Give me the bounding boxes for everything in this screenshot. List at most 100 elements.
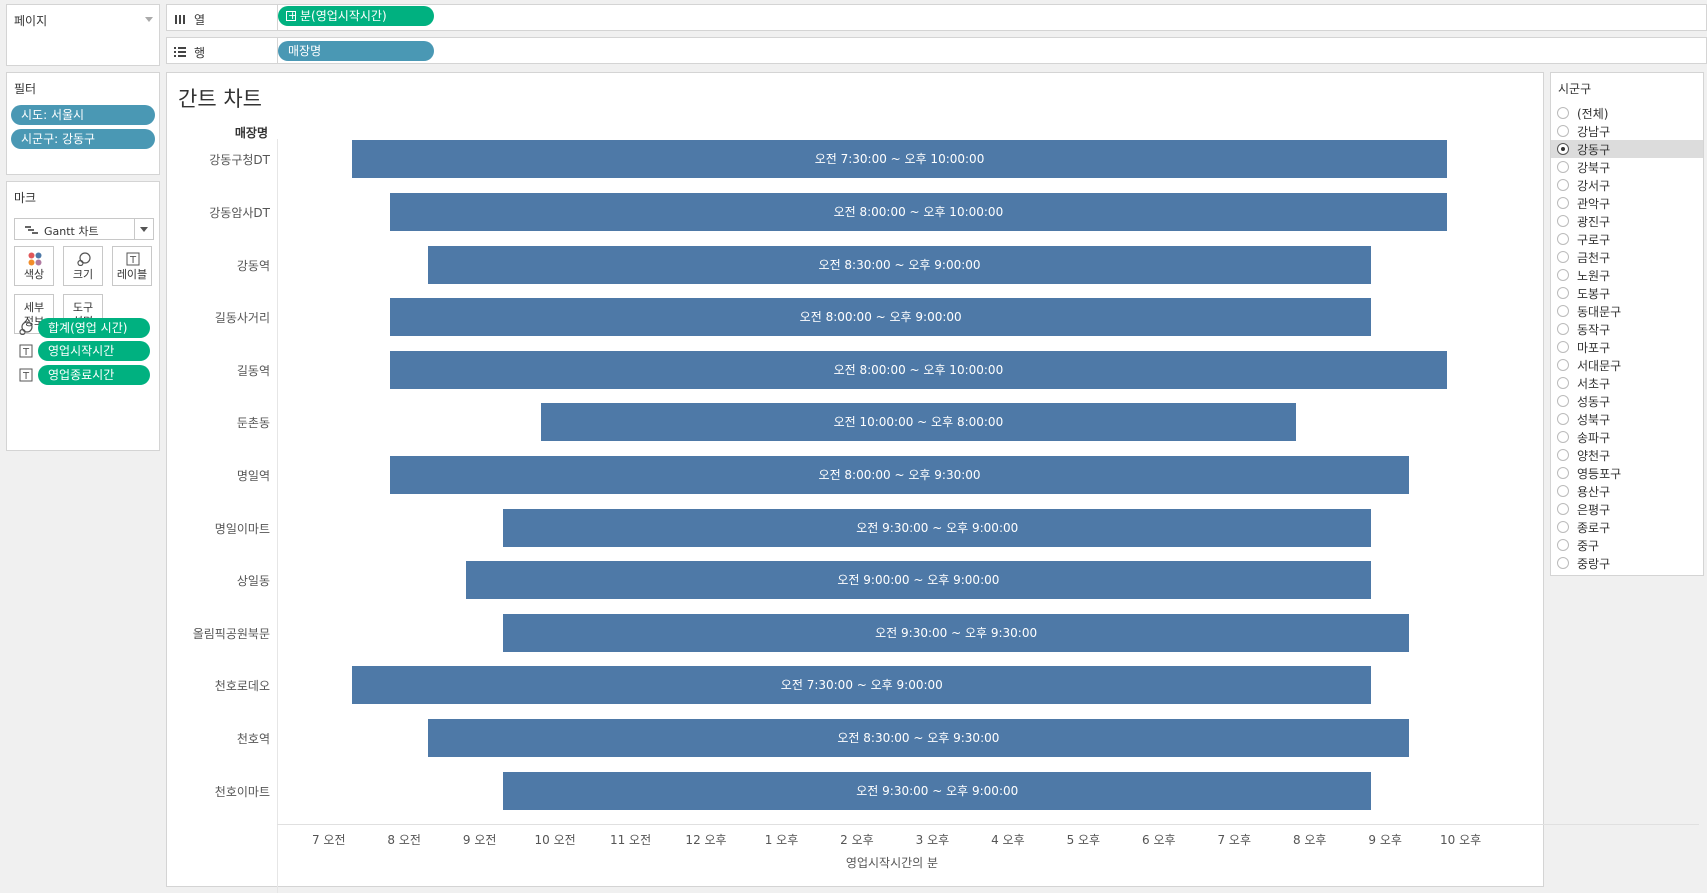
row-label: 천호이마트 — [214, 784, 270, 799]
district-radio-item[interactable]: 은평구 — [1551, 500, 1703, 518]
district-radio-item[interactable]: 동대문구 — [1551, 302, 1703, 320]
district-radio-item[interactable]: 강서구 — [1551, 176, 1703, 194]
radio-button-icon[interactable] — [1557, 215, 1569, 227]
radio-button-icon[interactable] — [1557, 413, 1569, 425]
district-filter[interactable]: 시군구 (전체) 강남구 강동구 강북구 강서구 관악구 광진구 구로구 금천구 노원구 도봉구 동대… — [1550, 72, 1704, 576]
radio-button-icon[interactable] — [1557, 305, 1569, 317]
district-radio-item[interactable]: 광진구 — [1551, 212, 1703, 230]
gantt-bar[interactable]: 오전 9:00:00 ~ 오후 9:00:00 — [465, 561, 1372, 600]
gantt-bar[interactable]: 오전 8:00:00 ~ 오후 9:00:00 — [390, 298, 1372, 337]
rows-pill[interactable]: 매장명 — [278, 41, 434, 61]
radio-button-icon[interactable] — [1557, 287, 1569, 299]
district-radio-item[interactable]: 구로구 — [1551, 230, 1703, 248]
filters-card[interactable]: 필터 시도: 서울시 시군구: 강동구 — [6, 72, 160, 175]
marks-card[interactable]: 마크 Gantt 차트 색상 크기 T 레이블 세부 정보 도구 — [6, 181, 160, 451]
district-radio-item[interactable]: 금천구 — [1551, 248, 1703, 266]
filter-pill-sigungu[interactable]: 시군구: 강동구 — [11, 129, 155, 149]
gantt-bar[interactable]: 오전 8:00:00 ~ 오후 10:00:00 — [390, 350, 1447, 389]
radio-button-icon[interactable] — [1557, 467, 1569, 479]
district-radio-item[interactable]: 관악구 — [1551, 194, 1703, 212]
district-radio-item[interactable]: 양천구 — [1551, 446, 1703, 464]
marks-field-end-time[interactable]: 영업종료시간 — [38, 365, 150, 385]
gantt-bar[interactable]: 오전 7:30:00 ~ 오후 9:00:00 — [352, 666, 1372, 705]
x-axis-title: 영업시작시간의 분 — [845, 856, 939, 870]
marks-field-sum-hours[interactable]: 합계(영업 시간) — [38, 318, 150, 338]
radio-button-icon[interactable] — [1557, 557, 1569, 569]
district-radio-item[interactable]: 종로구 — [1551, 518, 1703, 536]
radio-button-icon[interactable] — [1557, 125, 1569, 137]
district-radio-item[interactable]: 강북구 — [1551, 158, 1703, 176]
radio-button-icon[interactable] — [1557, 485, 1569, 497]
district-radio-item[interactable]: 중구 — [1551, 536, 1703, 554]
size-field-icon — [19, 321, 33, 335]
filters-card-title: 필터 — [14, 82, 37, 96]
radio-button-icon[interactable] — [1557, 251, 1569, 263]
district-radio-label: 마포구 — [1577, 341, 1611, 355]
district-radio-label: 동작구 — [1577, 323, 1611, 337]
district-radio-label: 강북구 — [1577, 161, 1611, 175]
radio-button-icon[interactable] — [1557, 143, 1569, 155]
radio-button-icon[interactable] — [1557, 503, 1569, 515]
district-radio-label: 성북구 — [1577, 413, 1611, 427]
radio-button-icon[interactable] — [1557, 431, 1569, 443]
filter-pill-sido[interactable]: 시도: 서울시 — [11, 105, 155, 125]
radio-button-icon[interactable] — [1557, 521, 1569, 533]
worksheet-view: 간트 차트 매장명 7 오전 8 오전 9 오전 10 오전 11 오전 12 오후 1 오… — [166, 72, 1699, 893]
color-button[interactable]: 색상 — [14, 246, 54, 286]
district-radio-item[interactable]: 서초구 — [1551, 374, 1703, 392]
district-radio-label: 성동구 — [1577, 395, 1611, 409]
district-radio-item[interactable]: 강남구 — [1551, 122, 1703, 140]
district-radio-item[interactable]: 서대문구 — [1551, 356, 1703, 374]
radio-button-icon[interactable] — [1557, 323, 1569, 335]
district-radio-item[interactable]: 영등포구 — [1551, 464, 1703, 482]
radio-button-icon[interactable] — [1557, 269, 1569, 281]
svg-text:T: T — [129, 255, 137, 266]
radio-button-icon[interactable] — [1557, 179, 1569, 191]
radio-button-icon[interactable] — [1557, 341, 1569, 353]
radio-button-icon[interactable] — [1557, 197, 1569, 209]
row-label: 올림픽공원북문 — [192, 626, 270, 641]
dropdown-arrow-icon[interactable] — [145, 17, 153, 23]
columns-pill[interactable]: + 분(영업시작시간) — [278, 6, 434, 26]
district-radio-label: 서초구 — [1577, 377, 1611, 391]
gantt-bar-label: 오전 9:30:00 ~ 오후 9:00:00 — [856, 520, 1019, 535]
district-radio-item[interactable]: 송파구 — [1551, 428, 1703, 446]
radio-button-icon[interactable] — [1557, 233, 1569, 245]
district-radio-item[interactable]: 중랑구 — [1551, 554, 1703, 572]
mark-type-dropdown[interactable]: Gantt 차트 — [14, 218, 154, 240]
district-radio-label: 종로구 — [1577, 521, 1611, 535]
plot-area — [277, 139, 1699, 893]
gantt-bar[interactable]: 오전 8:00:00 ~ 오후 9:30:00 — [390, 455, 1409, 494]
x-tick-label: 9 오후 — [1368, 833, 1402, 847]
district-radio-label: 관악구 — [1577, 197, 1611, 211]
gantt-bar[interactable]: 오전 7:30:00 ~ 오후 10:00:00 — [352, 140, 1447, 179]
gantt-bar[interactable]: 오전 9:30:00 ~ 오후 9:00:00 — [503, 771, 1372, 810]
radio-button-icon[interactable] — [1557, 161, 1569, 173]
district-radio-item[interactable]: (전체) — [1551, 104, 1703, 122]
marks-field-start-time[interactable]: 영업시작시간 — [38, 341, 150, 361]
gantt-bar[interactable]: 오전 8:00:00 ~ 오후 10:00:00 — [390, 192, 1447, 231]
district-radio-item[interactable]: 도봉구 — [1551, 284, 1703, 302]
size-button[interactable]: 크기 — [63, 246, 103, 286]
radio-button-icon[interactable] — [1557, 395, 1569, 407]
pages-card[interactable]: 페이지 — [6, 4, 160, 66]
district-radio-item[interactable]: 성동구 — [1551, 392, 1703, 410]
radio-button-icon[interactable] — [1557, 359, 1569, 371]
radio-button-icon[interactable] — [1557, 539, 1569, 551]
radio-button-icon[interactable] — [1557, 377, 1569, 389]
district-radio-item[interactable]: 강동구 — [1551, 140, 1703, 158]
gantt-bar[interactable]: 오전 9:30:00 ~ 오후 9:30:00 — [503, 613, 1409, 652]
district-radio-label: 은평구 — [1577, 503, 1611, 517]
district-radio-item[interactable]: 성북구 — [1551, 410, 1703, 428]
radio-button-icon[interactable] — [1557, 449, 1569, 461]
radio-button-icon[interactable] — [1557, 107, 1569, 119]
district-radio-item[interactable]: 동작구 — [1551, 320, 1703, 338]
gantt-bar[interactable]: 오전 8:30:00 ~ 오후 9:00:00 — [427, 245, 1372, 284]
gantt-bar[interactable]: 오전 9:30:00 ~ 오후 9:00:00 — [503, 508, 1372, 547]
label-button[interactable]: T 레이블 — [112, 246, 152, 286]
district-radio-item[interactable]: 마포구 — [1551, 338, 1703, 356]
district-radio-item[interactable]: 노원구 — [1551, 266, 1703, 284]
gantt-bar[interactable]: 오전 8:30:00 ~ 오후 9:30:00 — [427, 718, 1409, 757]
gantt-bar[interactable]: 오전 10:00:00 ~ 오후 8:00:00 — [541, 403, 1296, 442]
district-radio-item[interactable]: 용산구 — [1551, 482, 1703, 500]
